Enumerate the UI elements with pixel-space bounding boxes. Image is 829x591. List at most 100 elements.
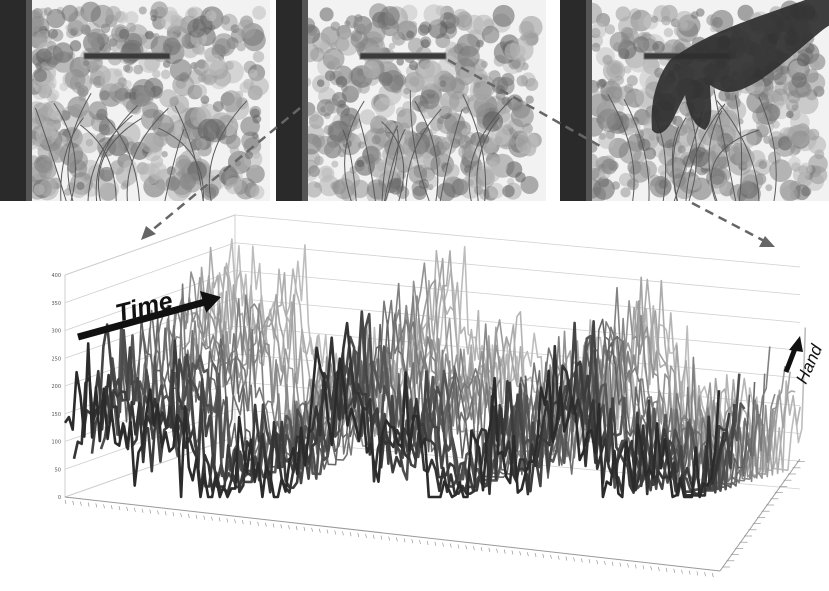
x-tick — [319, 528, 321, 533]
floor-right-edge — [719, 458, 801, 572]
x-tick — [134, 507, 136, 512]
x-tick — [573, 557, 575, 562]
x-tick — [604, 560, 606, 566]
sample-line-marker — [83, 52, 171, 60]
x-tick — [411, 539, 414, 544]
x-tick — [688, 570, 691, 575]
x-tick — [581, 558, 583, 563]
chart-svg: 0 50 100 150 200 250 300 350 400 — [51, 214, 807, 578]
x-tick — [72, 500, 74, 505]
window-frame — [0, 0, 26, 201]
x-tick — [118, 506, 121, 511]
x-tick — [696, 571, 699, 576]
x-tick — [473, 546, 475, 551]
frame-tree-3-scene — [560, 0, 829, 201]
x-tick — [280, 524, 283, 529]
y-tick-label: 100 — [51, 440, 61, 446]
depth-axis-ticks — [722, 461, 805, 568]
x-tick — [180, 512, 182, 518]
x-tick — [195, 514, 198, 519]
x-tick — [372, 534, 375, 539]
x-tick — [565, 556, 568, 561]
x-tick — [172, 512, 175, 517]
x-tick — [95, 503, 98, 508]
y-tick-label: 0 — [58, 495, 61, 501]
grid-line-left — [64, 436, 236, 498]
x-tick — [465, 545, 467, 550]
x-tick — [588, 559, 591, 564]
x-tick — [380, 535, 383, 540]
x-tick — [527, 552, 529, 557]
x-tick — [157, 510, 159, 515]
waterfall-chart: 0 50 100 150 200 250 300 350 400 — [0, 201, 829, 587]
window-frame — [276, 0, 302, 201]
x-tick — [87, 502, 90, 507]
series-line-12 — [163, 295, 776, 480]
x-tick — [442, 542, 444, 547]
x-tick — [326, 529, 329, 534]
x-tick — [265, 522, 267, 527]
x-tick — [496, 548, 498, 553]
x-tick — [673, 568, 676, 573]
x-tick — [596, 559, 598, 565]
x-tick — [218, 517, 221, 522]
x-tick — [388, 536, 390, 541]
x-tick — [288, 525, 290, 530]
x-tick — [665, 567, 668, 572]
x-tick — [249, 520, 252, 525]
y-tick-label: 250 — [51, 356, 61, 362]
x-tick — [634, 564, 637, 569]
video-frame-3-with-hand — [560, 0, 829, 201]
x-tick — [110, 505, 113, 510]
grid-line-back — [234, 214, 801, 268]
x-tick — [450, 543, 452, 548]
x-tick — [550, 554, 552, 559]
x-tick — [126, 506, 128, 512]
x-tick — [642, 565, 645, 570]
hand-shadow — [651, 0, 829, 134]
video-frame-1 — [0, 0, 270, 201]
x-tick — [349, 532, 352, 537]
x-tick — [650, 566, 652, 571]
x-tick — [403, 538, 406, 543]
y-tick-label: 50 — [55, 467, 61, 473]
x-tick — [534, 553, 537, 558]
x-tick — [149, 509, 152, 514]
x-tick — [611, 561, 614, 566]
x-tick — [272, 523, 275, 528]
y-tick-label: 150 — [51, 412, 61, 418]
x-tick — [203, 515, 205, 520]
y-tick-label: 350 — [51, 301, 61, 307]
x-tick — [64, 499, 67, 505]
grid-line-left — [64, 242, 236, 304]
x-tick — [211, 516, 213, 521]
y-tick-label: 200 — [51, 384, 61, 390]
x-tick — [257, 521, 259, 526]
x-tick — [557, 555, 560, 560]
series-line-3 — [81, 339, 731, 495]
window-frame — [560, 0, 586, 201]
x-tick — [226, 518, 229, 523]
x-tick — [627, 563, 629, 568]
x-tick — [488, 547, 491, 552]
x-tick — [480, 546, 483, 552]
x-tick — [164, 511, 167, 516]
grid-line-back — [234, 242, 801, 296]
series-line-1 — [63, 342, 721, 499]
x-tick — [396, 537, 398, 542]
x-tick — [80, 501, 82, 506]
x-tick — [426, 540, 429, 545]
x-tick — [365, 533, 367, 539]
x-tick — [295, 526, 298, 531]
series-lines — [63, 238, 807, 499]
x-tick — [241, 519, 244, 525]
x-tick — [712, 573, 714, 578]
y-tick-label: 300 — [51, 329, 61, 335]
x-tick — [542, 553, 545, 559]
video-frame-2 — [276, 0, 546, 201]
x-tick — [434, 541, 437, 546]
x-tick — [141, 508, 144, 513]
frame-tree-2-scene — [276, 0, 546, 201]
x-tick — [658, 566, 660, 572]
grid-line-back — [234, 270, 801, 323]
